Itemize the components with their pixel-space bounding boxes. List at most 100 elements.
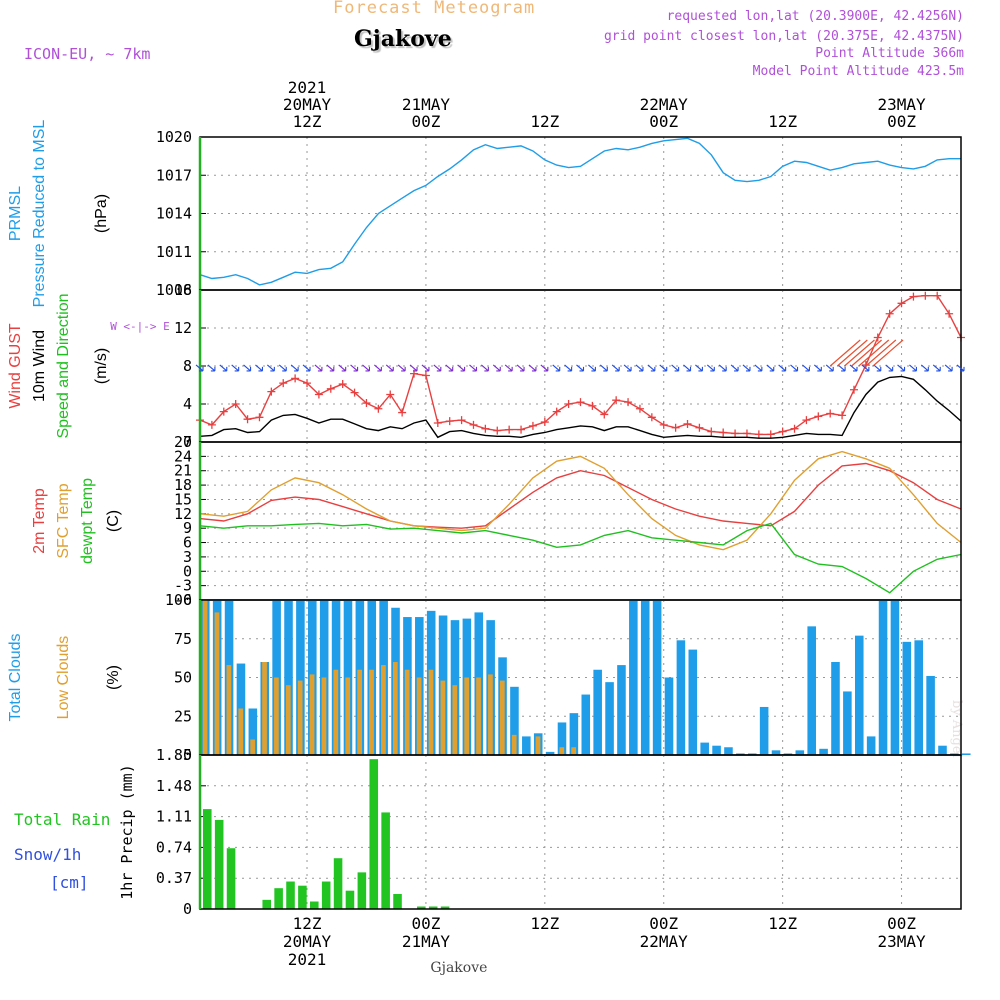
- y-tick-label: 1.85: [156, 746, 192, 764]
- wind-arrow: [695, 364, 703, 372]
- wind-arrow: [231, 364, 240, 372]
- series-line-dewpt: [199, 522, 962, 594]
- bottom-time-label: 00Z: [411, 914, 440, 933]
- bottom-time-label: 12Z: [530, 914, 559, 933]
- gust-marker: [671, 423, 680, 432]
- top-time-label: 12Z: [293, 112, 322, 131]
- panel-wind: 0 4 8 12 16 Wind GUST 10m Wind Speed and Direct…: [7, 281, 965, 451]
- series-line-gust: [199, 295, 962, 436]
- total-cloud-bar: [795, 750, 805, 755]
- wind-arrow: [516, 364, 525, 372]
- gust-marker: [719, 428, 728, 437]
- y-axis-label: Wind GUST: [7, 323, 24, 409]
- y-tick-label: 21: [174, 462, 192, 480]
- gust-marker: [279, 379, 288, 388]
- gust-marker: [231, 400, 240, 408]
- wind-arrow: [326, 364, 335, 372]
- low-cloud-bar: [214, 612, 220, 755]
- wind-arrow: [885, 364, 894, 372]
- gust-marker: [766, 430, 775, 439]
- panel-clouds: 0 25 50 75 100 Total Clouds Low Clouds (%): [7, 591, 971, 764]
- low-cloud-bar: [404, 669, 410, 755]
- gust-marker: [683, 419, 692, 428]
- low-cloud-bar: [416, 677, 422, 755]
- y-axis-label: (hPa): [93, 194, 110, 233]
- low-cloud-bar: [333, 669, 339, 755]
- wind-arrow: [599, 364, 608, 372]
- y-tick-label: 0.74: [156, 838, 192, 856]
- wind-arrow: [920, 364, 929, 372]
- wind-arrow: [338, 364, 347, 372]
- y-axis-label: Pressure Reduced to MSL: [31, 120, 48, 308]
- rain-bar: [203, 809, 212, 909]
- wind-arrow: [588, 364, 596, 372]
- y-tick-label: 25: [174, 707, 192, 725]
- rain-bar: [262, 899, 272, 909]
- top-time-label: 00Z: [649, 112, 678, 131]
- low-cloud-bar: [297, 680, 303, 755]
- low-cloud-bar: [262, 662, 267, 755]
- gust-marker: [433, 419, 442, 427]
- top-time-label: 2021: [288, 78, 327, 97]
- y-tick-label: 0.37: [156, 869, 192, 887]
- gust-marker: [457, 416, 466, 425]
- location-title: Gjakove: [354, 26, 452, 52]
- gust-marker: [814, 412, 823, 421]
- y-tick-label: 50: [174, 669, 192, 687]
- low-cloud-bar: [464, 677, 470, 755]
- top-time-label: 20MAY: [283, 95, 332, 114]
- wind-arrow: [278, 364, 287, 372]
- grid-point-coords: grid point closest lon,lat (20.375E, 42.…: [603, 29, 964, 44]
- low-cloud-bar: [571, 747, 577, 755]
- total-cloud-bar: [664, 677, 674, 755]
- gust-marker: [945, 309, 954, 318]
- rain-bar: [214, 819, 224, 909]
- total-cloud-bar: [617, 665, 626, 755]
- wind-arrow: [290, 364, 299, 372]
- wind-arrow: [849, 364, 858, 372]
- low-cloud-bar: [559, 747, 565, 755]
- rain-label: Total Rain: [14, 810, 110, 829]
- y-tick-label: 1.11: [156, 808, 192, 826]
- bottom-time-label: 20MAY: [283, 932, 332, 951]
- gust-marker: [742, 429, 751, 438]
- wind-arrow: [742, 364, 751, 372]
- panel-frame: [199, 136, 962, 291]
- y-tick-label: 3: [183, 548, 192, 566]
- y-tick-label: -3: [174, 577, 192, 595]
- wind-arrow: [932, 364, 941, 372]
- wind-arrow: [528, 364, 537, 372]
- wind-arrows: [195, 339, 965, 372]
- point-altitude: Point Altitude 366m: [815, 46, 964, 61]
- low-cloud-bar: [511, 734, 517, 755]
- total-cloud-bar: [831, 662, 840, 755]
- top-time-label: 23MAY: [877, 95, 926, 114]
- panel-frame: [199, 754, 962, 910]
- low-cloud-bar: [535, 736, 541, 755]
- wind-arrow: [433, 364, 442, 372]
- gust-marker: [635, 404, 644, 413]
- y-axis-label: (m/s): [93, 348, 110, 384]
- gust-marker: [600, 410, 609, 419]
- wind-arrow: [374, 364, 382, 372]
- low-cloud-bar: [476, 677, 481, 755]
- wind-arrow: [492, 364, 501, 372]
- gust-marker: [517, 425, 526, 434]
- y-tick-label: 75: [174, 630, 192, 648]
- wind-arrow: [825, 364, 834, 372]
- wind-arrow: [207, 364, 216, 372]
- bottom-time-label: 21MAY: [402, 932, 451, 951]
- rain-bar: [298, 885, 307, 909]
- y-axis-label: Speed and Direction: [55, 294, 72, 439]
- bottom-time-label: 2021: [288, 950, 327, 969]
- total-cloud-bar: [581, 694, 591, 755]
- wind-arrow: [813, 364, 822, 372]
- y-axis-label: (%): [105, 665, 122, 690]
- wind-arrow: [504, 364, 513, 372]
- wind-barb: [851, 339, 882, 367]
- gust-marker: [505, 425, 514, 434]
- wind-arrow: [683, 364, 692, 372]
- low-cloud-bar: [381, 665, 386, 755]
